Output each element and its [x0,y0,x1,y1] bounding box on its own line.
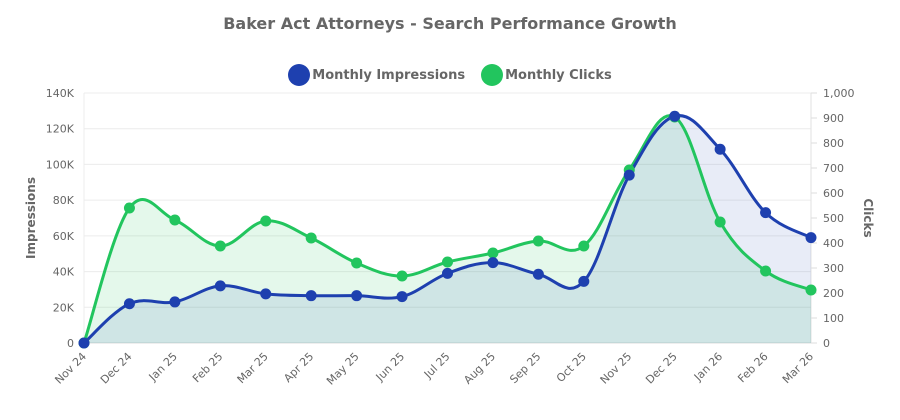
y2-tick-label: 300 [823,262,844,275]
y-axis-right: 0 100 200 300 400 500 600 700 800 900 1,000 [811,87,855,350]
data-point-clicks[interactable] [260,215,272,227]
data-point-clicks[interactable] [305,232,317,244]
y-tick-label: 140K [46,87,75,100]
data-point-impressions[interactable] [669,110,681,122]
y-axis-left: 0 20K 40K 60K 80K 100K 120K 140K [46,87,75,350]
data-point-impressions[interactable] [351,290,363,302]
data-point-clicks[interactable] [214,240,226,252]
x-tick-label: Apr 25 [281,350,316,385]
legend-item-impressions[interactable]: Monthly Impressions [288,64,465,86]
data-point-impressions[interactable] [578,275,590,287]
y2-axis-title: Clicks [861,198,875,237]
data-point-clicks[interactable] [169,214,181,226]
y-tick-label: 0 [67,337,74,350]
x-tick-label: Jan 26 [691,350,725,384]
y2-tick-label: 1,000 [823,87,855,100]
x-tick-label: Mar 26 [780,350,816,386]
x-tick-label: Sep 25 [507,350,543,386]
y2-tick-label: 100 [823,312,844,325]
data-point-impressions[interactable] [260,288,272,300]
data-point-impressions[interactable] [760,207,772,219]
area-impressions [84,115,811,344]
data-point-impressions[interactable] [805,232,817,244]
y2-tick-label: 0 [823,337,830,350]
series-areas [84,115,811,344]
x-tick-label: Nov 24 [52,350,89,387]
y-tick-label: 60K [53,230,75,243]
y-tick-label: 80K [53,194,75,207]
legend-item-clicks[interactable]: Monthly Clicks [481,64,612,86]
gridlines [83,92,812,344]
data-point-clicks[interactable] [123,202,135,214]
data-point-clicks[interactable] [351,257,363,269]
data-point-impressions[interactable] [78,337,90,349]
y2-tick-label: 600 [823,187,844,200]
y-tick-label: 100K [46,158,75,171]
data-point-impressions[interactable] [123,298,135,310]
x-tick-label: Dec 25 [643,350,680,387]
series-points[interactable] [78,110,817,349]
y2-tick-label: 900 [823,112,844,125]
y2-tick-label: 200 [823,287,844,300]
y-tick-label: 40K [53,266,75,279]
x-tick-label: Jan 25 [146,350,180,384]
data-point-clicks[interactable] [714,216,726,228]
data-point-impressions[interactable] [169,296,181,308]
data-point-clicks[interactable] [578,240,590,252]
clicks-legend-dot-icon [481,64,504,86]
x-tick-label: Aug 25 [461,350,498,387]
x-tick-label: Jun 25 [373,350,407,384]
x-tick-label: Dec 24 [98,350,135,387]
data-point-clicks[interactable] [396,270,408,282]
data-point-impressions[interactable] [487,257,499,269]
data-point-clicks[interactable] [805,284,817,296]
x-axis: Nov 24 Dec 24 Jan 25 Feb 25 Mar 25 Apr 25 May … [52,350,816,388]
data-point-impressions[interactable] [305,290,317,302]
legend-label-impressions: Monthly Impressions [312,67,466,83]
x-tick-label: Jul 25 [421,350,453,382]
data-point-impressions[interactable] [623,169,635,181]
y-axis-title: Impressions [24,177,38,259]
x-tick-label: Oct 25 [554,350,589,385]
y-tick-label: 120K [46,123,75,136]
data-point-impressions[interactable] [442,267,453,279]
data-point-impressions[interactable] [396,291,408,303]
x-tick-label: Feb 25 [190,350,225,385]
y2-tick-label: 500 [823,212,844,225]
x-tick-label: Mar 25 [235,350,271,386]
data-point-clicks[interactable] [760,265,772,277]
y2-tick-label: 400 [823,237,844,250]
x-tick-label: Nov 25 [598,350,635,387]
legend-label-clicks: Monthly Clicks [505,67,612,83]
data-point-impressions[interactable] [214,280,226,292]
y2-tick-label: 800 [823,137,844,150]
x-tick-label: May 25 [324,350,362,388]
data-point-impressions[interactable] [714,143,726,155]
chart-legend: Monthly Impressions Monthly Clicks [0,64,900,86]
data-point-clicks[interactable] [442,256,453,268]
y-tick-label: 20K [53,301,75,314]
chart-title: Baker Act Attorneys - Search Performance… [223,14,677,33]
data-point-clicks[interactable] [487,247,499,259]
data-point-clicks[interactable] [532,235,544,247]
impressions-legend-dot-icon [288,64,311,86]
x-tick-label: Feb 26 [735,350,770,385]
y2-tick-label: 700 [823,162,844,175]
data-point-impressions[interactable] [532,268,544,280]
line-impressions [82,114,812,345]
